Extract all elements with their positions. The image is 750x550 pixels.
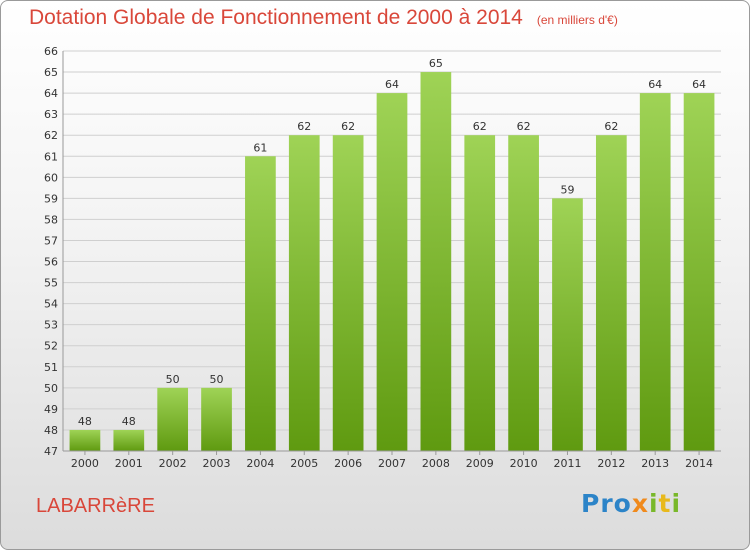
y-axis: 47 48 49 50 51 52 53 54 55 56 57 58 59 60 61 62 63 64 65 66: [44, 45, 64, 458]
bar: [69, 429, 101, 451]
y-tick-label: 56: [44, 256, 58, 269]
x-tick-label: 2002: [159, 457, 187, 470]
x-tick-label: 2014: [685, 457, 713, 470]
x-tick-label: 2008: [422, 457, 450, 470]
bar-value-label: 65: [429, 57, 443, 70]
y-tick-label: 48: [44, 424, 58, 437]
bar: [332, 135, 364, 452]
bar-value-label: 48: [78, 415, 92, 428]
commune-name: LABARRèRE: [36, 495, 155, 517]
bar-value-label: 64: [385, 78, 399, 91]
bar-value-label: 62: [517, 120, 531, 133]
bar-value-label: 62: [604, 120, 618, 133]
y-tick-label: 52: [44, 340, 58, 353]
x-tick-label: 2009: [466, 457, 494, 470]
y-tick-label: 53: [44, 319, 58, 332]
bar-value-label: 62: [297, 120, 311, 133]
bar-value-label: 64: [692, 78, 706, 91]
bar: [201, 387, 232, 451]
logo-part-4: t: [658, 489, 672, 518]
bar: [552, 198, 583, 451]
y-tick-label: 49: [44, 403, 58, 416]
bar-value-label: 48: [122, 415, 136, 428]
value-labels: 48 48 50 50 61 62 62 64 65 62 62 59 62 64 64: [78, 57, 706, 428]
bar: [420, 72, 452, 451]
chart-title: Dotation Globale de Fonctionnement de 20…: [29, 6, 618, 30]
bar-value-label: 50: [166, 373, 180, 386]
bar-value-label: 62: [473, 120, 487, 133]
x-tick-label: 2007: [378, 457, 406, 470]
logo-part-3: i: [648, 489, 659, 518]
x-tick-label: 2001: [115, 457, 143, 470]
y-tick-label: 58: [44, 213, 58, 226]
bar: [683, 93, 715, 452]
x-tick-label: 2011: [553, 457, 581, 470]
x-tick-label: 2013: [641, 457, 669, 470]
y-tick-label: 63: [44, 108, 58, 121]
bar: [639, 93, 671, 452]
x-axis: 2000 2001 2002 2003 2004 2005 2006 2007 2008 2009…: [63, 450, 721, 470]
logo-part-5: i: [671, 489, 682, 518]
y-tick-label: 51: [44, 361, 58, 374]
bar: [157, 387, 189, 451]
y-tick-label: 50: [44, 382, 58, 395]
bar: [288, 135, 320, 452]
bar-value-label: 64: [648, 78, 662, 91]
x-tick-label: 2010: [510, 457, 538, 470]
bar: [113, 429, 145, 451]
x-tick-label: 2012: [597, 457, 625, 470]
bars: [69, 72, 715, 452]
bar-value-label: 59: [560, 183, 574, 196]
bar: [595, 135, 627, 452]
y-tick-label: 64: [44, 87, 58, 100]
y-tick-label: 61: [44, 150, 58, 163]
y-tick-label: 47: [44, 445, 58, 458]
logo-part-1: Pro: [581, 489, 632, 518]
y-tick-label: 65: [44, 66, 58, 79]
bar-value-label: 62: [341, 120, 355, 133]
y-tick-label: 55: [44, 277, 58, 290]
bar: [376, 93, 408, 452]
y-tick-label: 66: [44, 45, 58, 58]
logo-part-2: x: [631, 489, 649, 518]
x-tick-label: 2000: [71, 457, 99, 470]
y-tick-label: 54: [44, 298, 58, 311]
x-tick-label: 2004: [246, 457, 274, 470]
y-tick-label: 57: [44, 234, 58, 247]
bar: [245, 156, 276, 451]
y-tick-label: 60: [44, 171, 58, 184]
x-tick-label: 2003: [203, 457, 231, 470]
bar-value-label: 61: [253, 141, 267, 154]
x-tick-label: 2006: [334, 457, 362, 470]
y-tick-label: 59: [44, 192, 58, 205]
y-tick-label: 62: [44, 129, 58, 142]
bar: [508, 135, 539, 452]
proxiti-logo: Proxiti: [581, 489, 681, 518]
chart-subtitle: (en milliers d'€): [536, 13, 618, 27]
title-text: Dotation Globale de Fonctionnement de 20…: [29, 6, 523, 29]
bar-value-label: 50: [210, 373, 224, 386]
x-tick-label: 2005: [290, 457, 318, 470]
bar: [464, 135, 496, 452]
